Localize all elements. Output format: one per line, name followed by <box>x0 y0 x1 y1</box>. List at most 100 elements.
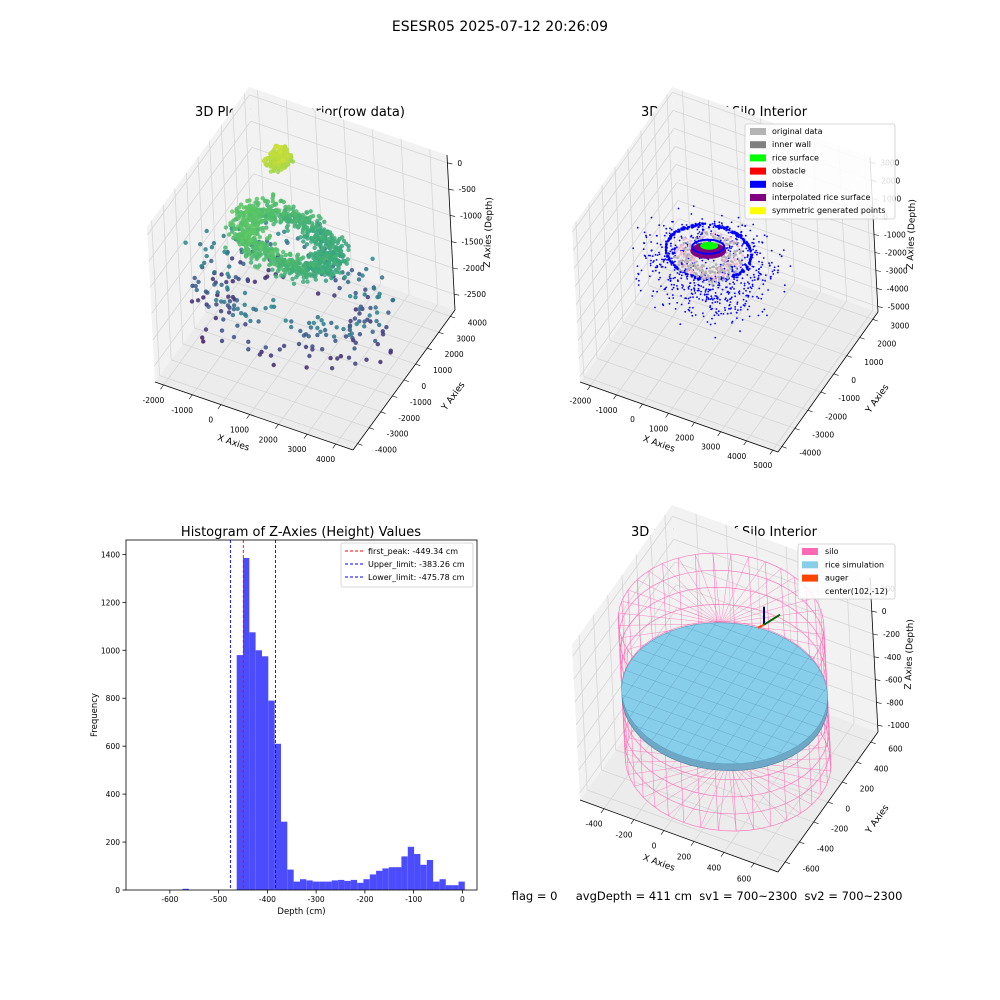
noise-point <box>736 276 739 279</box>
noise-point <box>649 262 652 265</box>
original-data-point <box>686 241 689 244</box>
y-gridline <box>586 789 786 863</box>
noise-point <box>743 282 746 285</box>
noise-point <box>697 237 699 240</box>
histogram-bar <box>331 880 338 890</box>
original-data-point <box>729 236 732 240</box>
raw-point <box>230 294 236 300</box>
original-data-point <box>738 251 742 254</box>
legend-label: rice simulation <box>825 560 884 569</box>
noise-point <box>710 297 713 300</box>
raw-point <box>247 237 253 243</box>
noise-point <box>665 286 668 289</box>
original-data-point <box>713 237 717 240</box>
histogram-bar <box>249 632 256 890</box>
x-tick <box>188 394 193 400</box>
original-data-point <box>689 258 692 262</box>
noise-point <box>690 288 693 291</box>
raw-point <box>283 204 288 210</box>
raw-point <box>315 332 320 338</box>
noise-point <box>680 295 682 297</box>
raw-point <box>263 275 268 281</box>
y-tick <box>859 337 865 340</box>
raw-point <box>284 238 289 244</box>
noise-point <box>737 225 740 228</box>
y-tick-label: 0 <box>115 886 120 895</box>
noise-point <box>673 248 676 251</box>
original-data-point <box>722 278 725 282</box>
x-tick <box>246 414 250 419</box>
raw-point <box>326 272 332 277</box>
x-tick <box>275 424 279 429</box>
noise-point <box>714 301 717 303</box>
raw-point <box>353 295 358 300</box>
original-data-point <box>686 267 690 271</box>
z-gridline <box>577 200 679 341</box>
z-tick-label: -1000 <box>884 231 906 240</box>
noise-point <box>714 295 717 297</box>
noise-point <box>666 254 669 257</box>
x-tick <box>332 443 337 449</box>
noise-point <box>697 232 699 235</box>
raw-point <box>228 220 233 225</box>
noise-point <box>750 287 753 290</box>
raw-point <box>236 216 241 221</box>
silo-spoke <box>720 556 749 624</box>
raw-point <box>376 294 382 299</box>
original-data-point <box>729 241 732 244</box>
noise-point <box>670 228 673 231</box>
raw-point <box>257 352 263 357</box>
noise-point <box>653 260 655 262</box>
original-data-point <box>735 249 739 252</box>
y-tick-label: 600 <box>888 744 903 753</box>
y-gridline <box>229 279 428 349</box>
noise-point <box>715 311 717 314</box>
y-tick <box>820 391 826 394</box>
raw-point <box>261 211 267 216</box>
raw-point <box>278 217 283 223</box>
noise-point <box>767 289 769 291</box>
noise-point <box>696 235 699 238</box>
noise-point <box>680 263 683 265</box>
noise-point <box>743 284 746 287</box>
noise-point <box>717 310 720 313</box>
y-gridline <box>159 375 358 444</box>
silo-spoke <box>720 576 795 624</box>
rice-mesh-line <box>696 637 784 761</box>
noise-point <box>729 301 732 303</box>
original-data-point <box>732 242 735 245</box>
original-data-point <box>732 263 736 266</box>
noise-point <box>751 279 754 282</box>
noise-point <box>709 223 712 227</box>
noise-point <box>705 297 708 299</box>
noise-point <box>748 315 751 318</box>
noise-point <box>727 293 730 295</box>
raw-point <box>353 340 358 345</box>
x-gridline <box>429 149 439 305</box>
noise-point <box>761 279 764 281</box>
z-gridline <box>573 538 675 680</box>
raw-point <box>309 252 315 257</box>
raw-point <box>296 270 301 275</box>
y-axis-title: Frequency <box>90 693 100 737</box>
z-gridline <box>573 128 675 269</box>
raw-point <box>213 315 218 321</box>
noise-point <box>674 308 677 310</box>
original-data-point <box>726 261 730 265</box>
noise-point <box>742 298 745 301</box>
noise-point <box>668 232 671 235</box>
noise-point <box>756 253 758 256</box>
original-data-point <box>741 254 744 257</box>
noise-point <box>744 225 746 227</box>
x-axis-title: X Axies <box>216 433 251 453</box>
noise-point <box>771 270 774 273</box>
noise-point <box>654 306 656 309</box>
raw-point <box>203 327 209 332</box>
raw-point <box>229 256 235 261</box>
noise-point <box>727 260 730 262</box>
x-tick-label: 400 <box>707 863 722 872</box>
raw-point <box>278 198 283 204</box>
simulation-3d-panel: 3D simulation of Silo Interior-400-20002… <box>572 505 916 883</box>
raw-point <box>242 290 248 296</box>
raw-point <box>263 306 268 311</box>
